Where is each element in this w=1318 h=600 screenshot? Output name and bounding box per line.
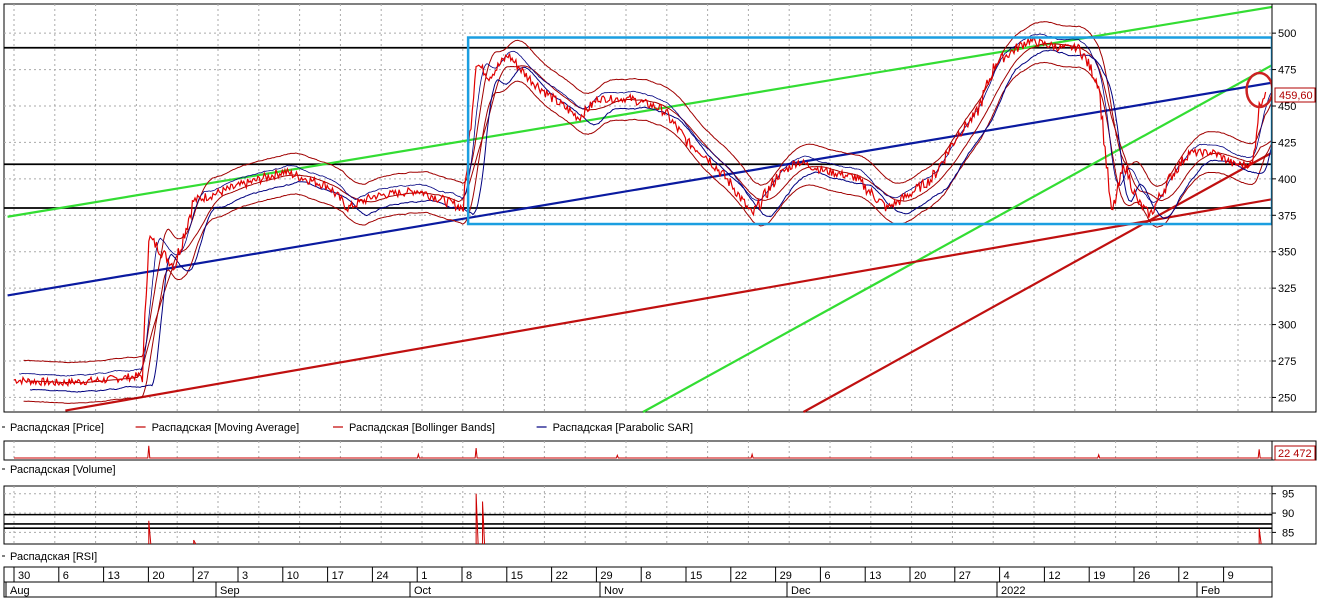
trend-lines [7,5,1273,413]
time-axis-day-label: 29 [780,570,792,582]
red-lower-trend-line [65,198,1273,412]
green-upper-channel-line [7,5,1273,218]
volume-plot-area [3,440,1273,461]
price-tick-label: 450 [1278,101,1296,113]
time-axis-day-label: 15 [511,570,523,582]
time-axis-day-label: 20 [914,570,926,582]
time-axis: 30 6 13 20 27 3 10 17 24 1 8 15 22 29 8 15 22 29 6 13 20 27 4 1… [3,566,1273,598]
rsi-tick-label: 95 [1282,489,1294,501]
price-grid [4,4,1272,412]
price-panel: 250 275 300 325 350 375 400 425 450 475 500 459,60 [3,3,1317,413]
time-axis-day-label: 13 [869,570,881,582]
parabolic-sar-line [29,49,1283,393]
last-price-value: 459,60 [1279,90,1313,102]
volume-series-line [14,445,1272,459]
rsi-axis-frame [1271,485,1317,545]
time-axis-day-label: 8 [466,570,472,582]
legend-item-label: Распадская [Bollinger Bands] [349,422,495,434]
rsi-tick-label: 85 [1282,527,1294,539]
time-axis-day-label: 2 [1183,570,1189,582]
time-axis-day-label: 20 [152,570,164,582]
rsi-levels [4,513,1272,529]
green-steep-trend-line [642,64,1273,413]
time-axis-day-label: 6 [63,570,69,582]
time-axis-month-label: Oct [414,585,431,597]
time-axis-day-label: 24 [376,570,388,582]
time-axis-day-label: 29 [600,570,612,582]
price-tick-label: 275 [1278,356,1296,368]
rsi-series-line [148,493,1262,545]
time-axis-day-label: 13 [108,570,120,582]
horizontal-levels [4,46,1272,209]
volume-last-value: 22 472 [1278,448,1312,460]
time-axis-day-label: 1 [421,570,427,582]
time-axis-day-label: 15 [690,570,702,582]
volume-label: Распадская [Volume] [10,464,116,476]
main-legend: Распадская [Price] Распадская [Moving Ave… [2,422,693,434]
time-axis-month-label: Sep [220,585,240,597]
parabolic-sar [18,33,1283,393]
time-axis-day-label: 19 [1093,570,1105,582]
time-axis-labels: 30 6 13 20 27 3 10 17 24 1 8 15 22 29 8 15 22 29 6 13 20 27 4 1… [5,567,1234,597]
time-axis-day-label: 9 [1228,570,1234,582]
time-axis-day-label: 30 [18,570,30,582]
bollinger-lower-band [23,61,1276,404]
time-axis-day-label: 10 [287,570,299,582]
time-axis-month-label: Dec [791,585,811,597]
bollinger-upper-band [23,21,1276,364]
price-tick-label: 325 [1278,283,1296,295]
price-tick-label: 250 [1278,392,1296,404]
rsi-tick-label: 90 [1282,508,1294,520]
time-axis-day-label: 12 [1048,570,1060,582]
time-axis-month-label: 2022 [1001,585,1025,597]
price-tick-label: 300 [1278,320,1296,332]
price-axis-frame [1271,3,1317,413]
price-tick-label: 350 [1278,247,1296,259]
rsi-grid [4,486,1272,544]
rsi-panel: 85 90 95 Распадская [RSI] [2,485,1317,563]
volume-panel: 22 472 Распадская [Volume] [2,440,1317,476]
time-axis-day-label: 22 [735,570,747,582]
last-price-tag-box [1274,87,1316,103]
price-tick-label: 400 [1278,174,1296,186]
price-tick-label: 500 [1278,28,1296,40]
price-tick-label: 375 [1278,210,1296,222]
time-axis-day-label: 6 [824,570,830,582]
time-axis-day-label: 8 [645,570,651,582]
volume-tag-box [1274,445,1316,461]
rsi-axis-ticks: 85 90 95 [1272,489,1294,539]
time-axis-day-label: 3 [242,570,248,582]
red-steep-trend-line [802,151,1273,413]
price-tick-label: 425 [1278,137,1296,149]
legend-item-label: Распадская [Price] [10,422,104,434]
time-axis-month-label: Feb [1201,585,1220,597]
price-axis-ticks: 250 275 300 325 350 375 400 425 450 475 500 [1272,28,1296,404]
time-axis-month-label: Nov [604,585,624,597]
parabolic-sar-line-2 [18,33,1272,377]
price-series-line [13,36,1267,388]
time-axis-day-label: 27 [959,570,971,582]
time-axis-month-label: Aug [10,585,30,597]
volume-grid [13,441,1239,460]
price-tick-label: 475 [1278,65,1296,77]
blue-trend-line [7,81,1273,297]
legend-item-label: Распадская [Moving Average] [152,422,300,434]
rsi-label: Распадская [RSI] [10,551,97,563]
time-axis-day-label: 27 [197,570,209,582]
time-axis-day-label: 26 [1138,570,1150,582]
last-price-tag: 459,60 [1274,87,1316,103]
legend-item-label: Распадская [Parabolic SAR] [553,422,693,434]
time-axis-day-label: 17 [332,570,344,582]
time-axis-day-label: 22 [556,570,568,582]
time-axis-day-label: 4 [1004,570,1010,582]
